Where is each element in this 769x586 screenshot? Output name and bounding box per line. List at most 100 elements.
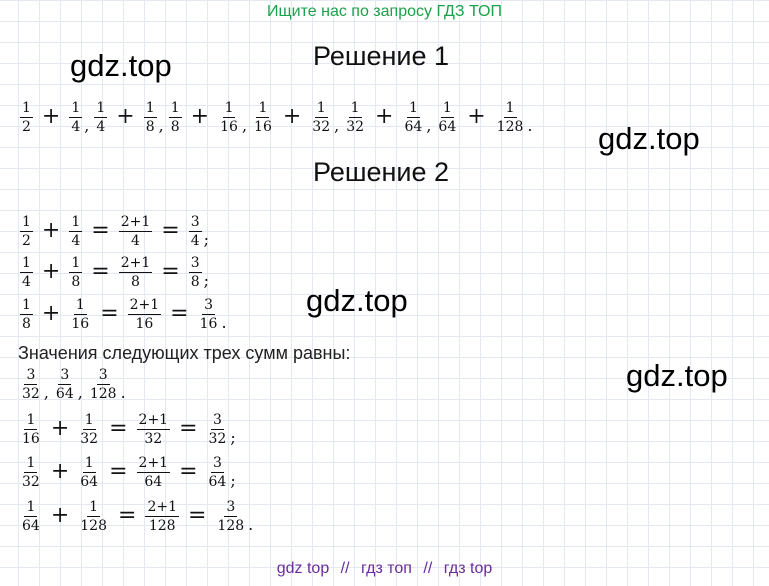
fraction-numerator: 1 [168, 99, 182, 118]
punctuation: , [334, 116, 340, 135]
math-line: 1 4 +1 8 = 2+1 8 = 3 8; [18, 252, 212, 292]
math-operator: = [179, 459, 198, 484]
math-operator: = [179, 416, 198, 441]
fraction-numerator: 3 [96, 366, 110, 385]
math-operator: = [170, 301, 189, 326]
math-operator: + [282, 104, 302, 129]
fraction-denominator: 128 [496, 118, 524, 135]
fraction-denominator: 64 [208, 473, 227, 490]
math-operator: = [161, 259, 180, 284]
punctuation: . [248, 515, 254, 534]
footer-link[interactable]: гдз top [443, 560, 493, 577]
fraction-numerator: 2+1 [136, 411, 171, 430]
fraction: 3 64 [207, 455, 229, 490]
fraction-numerator: 1 [20, 99, 33, 118]
fraction-numerator: 2+1 [136, 454, 171, 473]
solution-2-title: Решение 2 [313, 157, 450, 187]
math-operator: = [100, 301, 119, 326]
fraction: 1 128 [495, 100, 526, 135]
fraction: 2+1 4 [118, 214, 153, 249]
footer-link[interactable]: gdz top [276, 560, 330, 577]
fraction-numerator: 1 [94, 99, 108, 118]
fraction-numerator: 1 [69, 254, 83, 273]
fraction-numerator: 1 [20, 296, 33, 315]
math-operator: + [50, 416, 70, 441]
fraction-numerator: 3 [188, 213, 202, 232]
fraction-denominator: 4 [71, 118, 81, 135]
fraction: 3 32 [20, 367, 42, 402]
fraction-denominator: 2 [22, 232, 31, 249]
fraction-numerator: 3 [224, 498, 238, 517]
watermark: gdz.top [598, 121, 700, 156]
fraction-denominator: 32 [22, 473, 40, 490]
solution-1-title: Решение 1 [313, 41, 450, 71]
fraction-denominator: 8 [71, 273, 81, 290]
fraction: 1 16 [218, 100, 240, 135]
fraction-denominator: 64 [80, 473, 99, 490]
fraction-numerator: 1 [73, 296, 87, 315]
fraction: 1 16 [252, 100, 274, 135]
fraction-numerator: 3 [210, 454, 224, 473]
fraction: 1 64 [436, 100, 458, 135]
fraction-denominator: 128 [80, 517, 107, 534]
fraction-denominator: 32 [346, 118, 365, 135]
punctuation: , [158, 116, 164, 135]
math-operator: + [50, 503, 70, 528]
fraction-denominator: 8 [145, 118, 155, 135]
fraction-numerator: 2+1 [118, 254, 153, 273]
fraction: 1 16 [69, 297, 91, 332]
fraction-numerator: 3 [58, 366, 72, 385]
fraction-numerator: 1 [143, 99, 157, 118]
fraction-denominator: 2 [22, 118, 31, 135]
fraction-denominator: 4 [131, 232, 140, 249]
fraction-denominator: 16 [135, 315, 154, 332]
fraction-numerator: 1 [24, 454, 38, 473]
math-line: 1 2 +1 4 = 2+1 4 = 3 4; [18, 211, 212, 251]
math-operator: + [375, 104, 394, 129]
fraction: 2+1 32 [136, 411, 171, 447]
math-operator: = [91, 259, 110, 284]
punctuation: , [241, 116, 248, 135]
fraction-denominator: 32 [208, 430, 227, 447]
math-operator: + [116, 104, 135, 129]
fraction-denominator: 16 [254, 118, 272, 135]
fraction: 1 128 [78, 499, 109, 534]
fraction-denominator: 8 [190, 273, 200, 290]
punctuation: . [527, 116, 533, 135]
fraction: 2+1 64 [136, 454, 171, 490]
promo-banner: Ищите нас по запросу ГДЗ ТОП [267, 3, 502, 20]
fraction-denominator: 64 [22, 517, 40, 534]
punctuation: ; [230, 428, 236, 447]
fraction-denominator: 4 [96, 118, 106, 135]
math-line: 1 8 +1 16 = 2+1 16 = 3 16. [18, 294, 230, 334]
fraction: 2+1 16 [127, 296, 162, 332]
fraction-numerator: 1 [24, 498, 38, 517]
fraction: 3 16 [198, 297, 220, 332]
fraction: 1 32 [344, 100, 366, 135]
footer-link[interactable]: гдз топ [361, 560, 412, 577]
fraction-numerator: 1 [69, 99, 83, 118]
fraction: 3 32 [207, 412, 229, 447]
fraction: 1 32 [310, 100, 332, 135]
fraction: 1 64 [20, 499, 42, 534]
fraction-denominator: 8 [22, 315, 31, 332]
math-operator: + [190, 104, 210, 129]
punctuation: . [120, 383, 126, 402]
fraction-denominator: 16 [22, 430, 40, 447]
fraction-denominator: 32 [312, 118, 331, 135]
punctuation: . [221, 313, 227, 332]
fraction-numerator: 2+1 [127, 296, 162, 315]
fraction-denominator: 32 [80, 430, 99, 447]
watermark: gdz.top [306, 283, 408, 318]
fraction: 1 64 [78, 455, 100, 490]
fraction-numerator: 1 [440, 99, 454, 118]
